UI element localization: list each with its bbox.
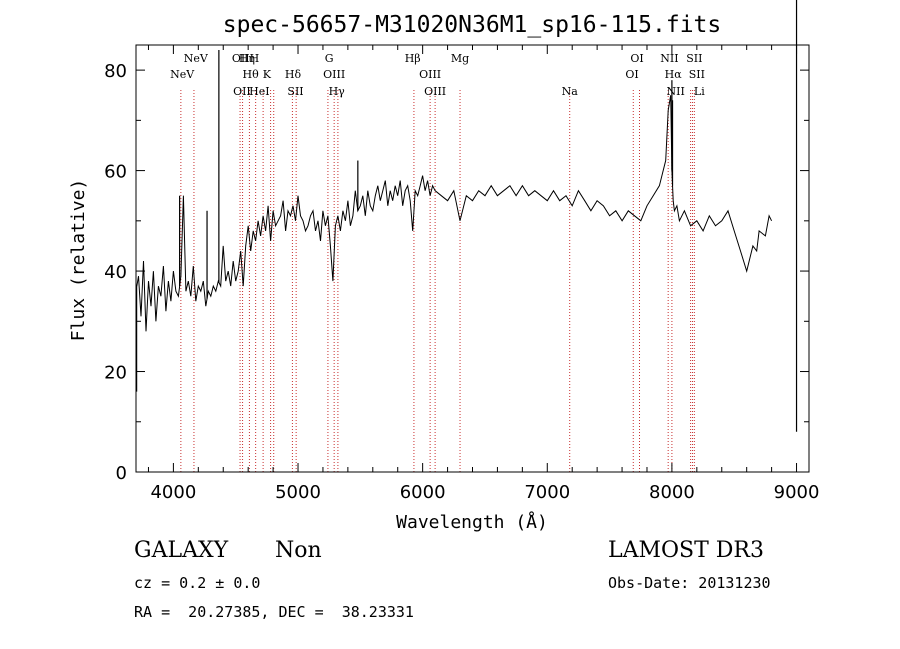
x-axis-label: Wavelength (Å) (396, 511, 548, 533)
line-label: Hγ (329, 85, 346, 98)
line-label: Hδ (285, 68, 302, 81)
y-axis: 0 20 40 60 80 (104, 61, 809, 484)
line-label: OII (232, 52, 250, 65)
line-label: Hα (665, 68, 683, 81)
line-label: SII (287, 85, 303, 98)
line-label: Hβ (405, 52, 421, 65)
x-tick-label: 6000 (400, 482, 446, 503)
line-label: NeV (184, 52, 209, 65)
line-label: OI (630, 52, 643, 65)
line-label: HeI (249, 85, 269, 98)
y-tick-label: 20 (104, 363, 127, 384)
line-label: Mg (451, 52, 469, 65)
line-label: OI (625, 68, 638, 81)
subclass-label: Non (275, 538, 322, 563)
line-label: G (325, 52, 334, 65)
y-tick-label: 60 (104, 162, 127, 183)
spectrum-spikes (136, 0, 798, 432)
survey-label: LAMOST DR3 (608, 538, 764, 563)
line-label: OIII (323, 68, 345, 81)
line-label: SII (689, 68, 705, 81)
y-axis-label: Flux (relative) (68, 179, 89, 342)
y-tick-label: 40 (104, 262, 127, 283)
x-tick-label: 7000 (524, 482, 570, 503)
line-label: Na (562, 85, 579, 98)
line-label: SII (686, 52, 702, 65)
line-label: Hη (239, 52, 255, 65)
x-tick-label: 5000 (275, 482, 321, 503)
class-label: GALAXY (134, 538, 229, 563)
x-tick-label: 9000 (774, 482, 820, 503)
x-tick-label: 4000 (150, 482, 196, 503)
spectrum-line (135, 95, 773, 332)
x-axis: 4000 5000 6000 7000 8000 9000 (147, 45, 820, 503)
chart-title: spec-56657-M31020N36M1_sp16-115.fits (223, 12, 722, 38)
y-tick-label: 80 (104, 61, 127, 82)
coordinates-label: RA = 20.27385, DEC = 38.23331 (134, 603, 414, 621)
line-label: H (250, 52, 260, 65)
x-tick-label: 8000 (649, 482, 695, 503)
line-label: K (263, 68, 272, 81)
y-tick-label: 0 (116, 463, 127, 484)
line-label: OIII (424, 85, 446, 98)
redshift-label: cz = 0.2 ± 0.0 (134, 574, 261, 592)
line-label: NII (660, 52, 678, 65)
line-label: NeV (170, 68, 195, 81)
line-label: OIII (419, 68, 441, 81)
line-label: Li (694, 85, 705, 98)
plot-frame (135, 44, 810, 473)
line-label: NII (666, 85, 684, 98)
obs-date-label: Obs-Date: 20131230 (608, 574, 771, 592)
line-label: Hθ (243, 68, 260, 81)
emission-line-markers (180, 90, 695, 472)
line-label: OII (233, 85, 251, 98)
